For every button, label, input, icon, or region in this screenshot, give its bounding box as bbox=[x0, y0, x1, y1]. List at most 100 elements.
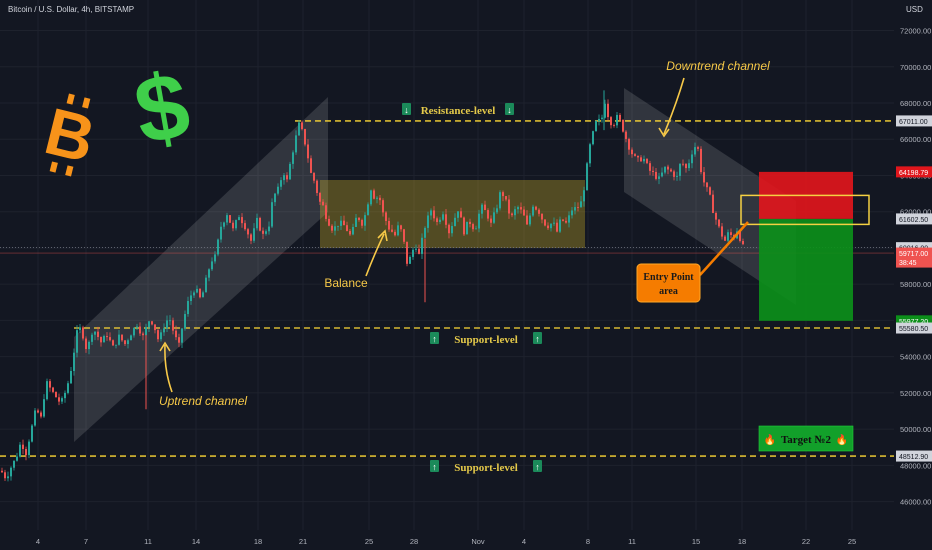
candle-body[interactable] bbox=[637, 155, 639, 158]
price-tag-plain[interactable]: 55580.50 bbox=[896, 322, 932, 334]
candle-body[interactable] bbox=[583, 190, 585, 202]
candle-body[interactable] bbox=[571, 210, 573, 216]
candle-body[interactable] bbox=[574, 207, 576, 211]
candle-body[interactable] bbox=[328, 218, 330, 226]
candle-body[interactable] bbox=[652, 170, 654, 172]
candle-body[interactable] bbox=[505, 196, 507, 200]
candle-body[interactable] bbox=[169, 320, 171, 322]
candle-body[interactable] bbox=[307, 144, 309, 159]
candle-body[interactable] bbox=[439, 219, 441, 223]
candle-body[interactable] bbox=[502, 192, 504, 197]
candle-body[interactable] bbox=[640, 157, 642, 162]
support-level-label[interactable]: ↑ Support-level ↑ bbox=[430, 332, 542, 346]
candle-body[interactable] bbox=[634, 154, 636, 156]
candle-body[interactable] bbox=[742, 240, 744, 245]
candle-body[interactable] bbox=[187, 301, 189, 315]
candle-body[interactable] bbox=[619, 114, 621, 120]
candle-body[interactable] bbox=[697, 147, 699, 149]
candle-body[interactable] bbox=[568, 215, 570, 223]
target-label[interactable]: 🔥 Target №2 🔥 bbox=[758, 425, 854, 452]
candle-body[interactable] bbox=[523, 209, 525, 216]
candle-body[interactable] bbox=[289, 163, 291, 180]
candle-body[interactable] bbox=[127, 340, 129, 345]
candle-body[interactable] bbox=[643, 158, 645, 162]
candle-body[interactable] bbox=[622, 119, 624, 132]
candle-body[interactable] bbox=[250, 234, 252, 241]
candle-body[interactable] bbox=[565, 220, 567, 223]
price-tag-plain[interactable]: 61602.50 bbox=[896, 213, 932, 225]
candle-body[interactable] bbox=[700, 148, 702, 173]
candle-body[interactable] bbox=[427, 215, 429, 228]
candle-body[interactable] bbox=[67, 383, 69, 393]
candle-body[interactable] bbox=[382, 200, 384, 213]
candle-body[interactable] bbox=[418, 248, 420, 254]
time-axis[interactable]: 4 7 11 14 18 21 25 28 Nov 4 8 11 15 18 22 25 bbox=[0, 530, 894, 550]
candle-body[interactable] bbox=[442, 214, 444, 220]
candle-body[interactable] bbox=[100, 336, 102, 343]
candle-body[interactable] bbox=[349, 231, 351, 235]
candle-body[interactable] bbox=[103, 336, 105, 343]
candle-body[interactable] bbox=[202, 292, 204, 298]
candle-body[interactable] bbox=[133, 327, 135, 336]
candle-body[interactable] bbox=[739, 231, 741, 241]
candle-body[interactable] bbox=[475, 228, 477, 230]
candle-body[interactable] bbox=[154, 324, 156, 331]
candle-body[interactable] bbox=[451, 226, 453, 234]
candle-body[interactable] bbox=[91, 334, 93, 342]
candle-body[interactable] bbox=[274, 193, 276, 203]
candle-body[interactable] bbox=[379, 197, 381, 201]
candle-body[interactable] bbox=[292, 152, 294, 164]
candle-body[interactable] bbox=[532, 206, 534, 216]
candle-body[interactable] bbox=[553, 222, 555, 224]
candle-body[interactable] bbox=[586, 163, 588, 191]
candle-body[interactable] bbox=[334, 226, 336, 231]
candle-body[interactable] bbox=[214, 254, 216, 262]
candle-body[interactable] bbox=[562, 219, 564, 221]
candle-body[interactable] bbox=[517, 207, 519, 210]
candle-body[interactable] bbox=[157, 330, 159, 340]
candle-body[interactable] bbox=[580, 201, 582, 208]
entry-point-callout[interactable]: Entry Point area bbox=[636, 263, 701, 303]
candle-body[interactable] bbox=[19, 444, 21, 457]
candle-body[interactable] bbox=[598, 118, 600, 122]
candle-body[interactable] bbox=[514, 209, 516, 216]
candle-body[interactable] bbox=[73, 352, 75, 372]
candle-body[interactable] bbox=[343, 220, 345, 226]
candle-body[interactable] bbox=[85, 338, 87, 350]
candle-body[interactable] bbox=[658, 176, 660, 179]
candle-body[interactable] bbox=[520, 207, 522, 210]
candle-body[interactable] bbox=[64, 392, 66, 399]
candle-body[interactable] bbox=[55, 391, 57, 398]
candle-body[interactable] bbox=[607, 103, 609, 118]
candle-body[interactable] bbox=[58, 397, 60, 402]
candle-body[interactable] bbox=[271, 202, 273, 227]
candle-body[interactable] bbox=[691, 154, 693, 164]
uptrend-channel[interactable] bbox=[74, 97, 328, 442]
candle-body[interactable] bbox=[484, 204, 486, 211]
downtrend-channel[interactable] bbox=[624, 88, 796, 305]
candle-body[interactable] bbox=[325, 205, 327, 219]
candle-body[interactable] bbox=[124, 340, 126, 345]
candle-body[interactable] bbox=[97, 331, 99, 337]
candle-body[interactable] bbox=[550, 223, 552, 229]
candle-body[interactable] bbox=[31, 425, 33, 442]
candle-body[interactable] bbox=[556, 222, 558, 232]
candle-body[interactable] bbox=[481, 204, 483, 214]
candle-body[interactable] bbox=[400, 225, 402, 230]
price-tag-plain[interactable]: 67011.00 bbox=[896, 115, 932, 127]
candle-body[interactable] bbox=[199, 288, 201, 298]
candle-body[interactable] bbox=[724, 236, 726, 241]
candle-body[interactable] bbox=[196, 288, 198, 293]
candle-body[interactable] bbox=[601, 117, 603, 119]
candle-body[interactable] bbox=[331, 225, 333, 231]
candle-body[interactable] bbox=[10, 467, 12, 477]
candle-body[interactable] bbox=[145, 327, 147, 336]
candle-body[interactable] bbox=[16, 456, 18, 461]
candle-body[interactable] bbox=[1, 470, 3, 473]
candle-body[interactable] bbox=[112, 340, 114, 346]
candle-body[interactable] bbox=[370, 190, 372, 205]
candle-body[interactable] bbox=[4, 472, 6, 479]
candle-body[interactable] bbox=[262, 230, 264, 234]
candle-body[interactable] bbox=[295, 135, 297, 153]
